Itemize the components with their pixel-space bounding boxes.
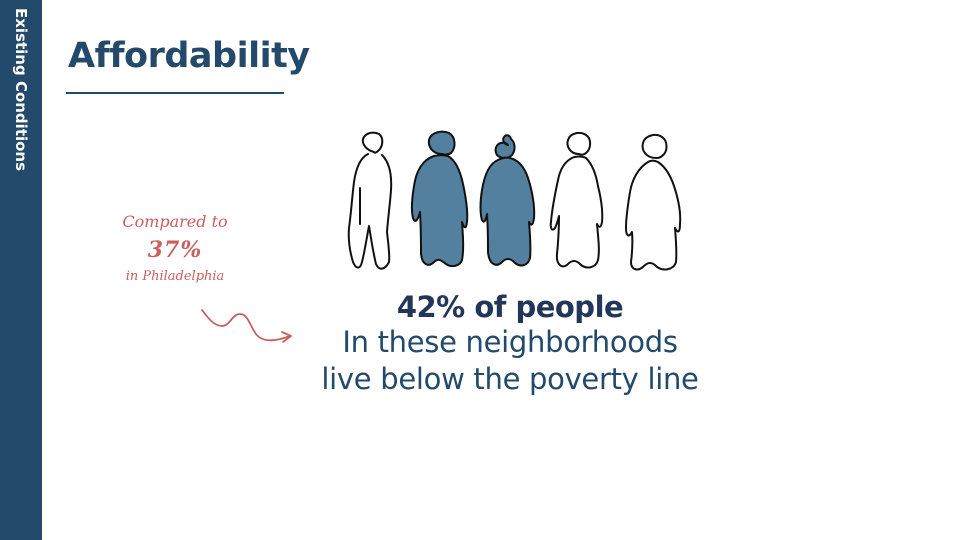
poverty-statistic: 42% of people In these neighborhoods liv…: [300, 290, 720, 398]
callout-location: in Philadelphia: [125, 269, 225, 284]
stat-headline: 42% of people: [396, 290, 624, 324]
person-icon-1: [347, 131, 393, 270]
person-icon-3: [479, 134, 536, 267]
sidebar: Existing Conditions: [0, 0, 42, 540]
person-icon-4: [549, 131, 604, 269]
stat-line-3: live below the poverty line: [321, 362, 699, 396]
squiggle-arrow-icon: [201, 309, 292, 343]
comparison-callout: Compared to 37% in Philadelphia: [100, 212, 250, 284]
person-icon-5: [625, 134, 682, 271]
callout-percent: 37%: [147, 237, 203, 263]
sidebar-label: Existing Conditions: [12, 8, 30, 172]
callout-intro: Compared to: [122, 212, 228, 231]
stat-line-2: In these neighborhoods: [342, 325, 678, 359]
page-title: Affordability: [68, 36, 310, 76]
people-figures: [347, 130, 682, 271]
person-icon-2: [410, 130, 469, 268]
title-underline: [66, 92, 284, 94]
